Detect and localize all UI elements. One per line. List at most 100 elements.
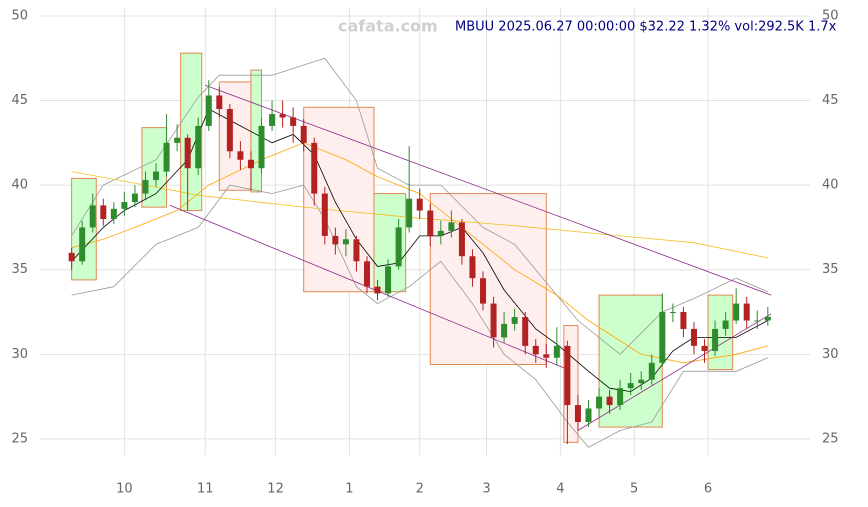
y-tick-label-right: 40 (822, 178, 839, 193)
x-tick-label: 5 (630, 482, 638, 497)
candle-body (205, 95, 212, 126)
y-tick-label: 25 (11, 431, 28, 446)
trend-line (205, 84, 772, 296)
indicator-line (71, 57, 768, 355)
x-tick-label: 3 (482, 482, 490, 497)
candle-body (247, 159, 254, 169)
y-tick-label: 40 (11, 178, 28, 193)
candle-body (458, 222, 465, 257)
candle-body (690, 328, 697, 346)
candle-body (290, 117, 297, 126)
candle-body (648, 362, 655, 380)
zone-box (180, 52, 203, 212)
candle-body (406, 198, 413, 228)
candle-body (184, 137, 191, 169)
candle-body (89, 205, 96, 228)
candle-body (269, 114, 276, 126)
candle-body (363, 261, 370, 287)
candle-body (100, 205, 107, 219)
candle-body (311, 142, 318, 194)
candle-body (121, 202, 128, 209)
candle-body (722, 320, 729, 329)
x-tick-label: 11 (197, 482, 214, 497)
candle-body (490, 303, 497, 338)
candle-body (395, 227, 402, 267)
x-tick-label: 6 (704, 482, 712, 497)
x-tick-label: 2 (416, 482, 424, 497)
candle-body (754, 320, 761, 322)
candle-body (226, 109, 233, 152)
candle-body (669, 312, 676, 314)
candle-body (701, 345, 708, 351)
candle-body (110, 208, 117, 219)
zone-box (429, 193, 547, 365)
trend-line (577, 313, 772, 431)
candle-body (163, 142, 170, 172)
candle-body (279, 114, 286, 118)
y-tick-label-right: 30 (822, 347, 839, 362)
candle-body (131, 193, 138, 203)
candle-body (237, 151, 244, 160)
candle-body (553, 345, 560, 358)
y-tick-label-right: 50 (822, 8, 839, 23)
candle-body (532, 345, 539, 355)
zone-box (598, 294, 663, 428)
candle-body (743, 303, 750, 321)
y-tick-label-right: 25 (822, 431, 839, 446)
candle-body (480, 278, 487, 304)
candle-body (501, 323, 508, 338)
candle-body (469, 256, 476, 279)
candle-body (627, 383, 634, 389)
zone-box (218, 81, 252, 191)
candle-body (342, 239, 349, 245)
candle-body (142, 180, 149, 194)
candle-body (216, 95, 223, 110)
y-tick-label: 30 (11, 347, 28, 362)
candle-body (448, 222, 455, 231)
candle-body (68, 252, 75, 262)
candle-body (374, 286, 381, 294)
candle-body (174, 137, 181, 143)
candle-body (79, 227, 86, 262)
candle-body (195, 125, 202, 169)
candle-body (764, 316, 771, 321)
candle-body (427, 210, 434, 236)
y-tick-label: 35 (11, 262, 28, 277)
candle-body (321, 193, 328, 236)
candle-body (564, 345, 571, 406)
candle-body (606, 396, 613, 406)
x-tick-label: 4 (556, 482, 564, 497)
y-tick-label-right: 35 (822, 262, 839, 277)
candle-body (712, 328, 719, 351)
candle-body (617, 388, 624, 406)
candle-body (353, 239, 360, 262)
candle-body (596, 396, 603, 409)
candle-body (153, 171, 160, 181)
candle-body (585, 408, 592, 423)
candle-body (385, 266, 392, 294)
candle-body (680, 312, 687, 329)
candle-body (511, 317, 518, 324)
candle-body (416, 198, 423, 211)
candle-body (522, 317, 529, 346)
candle-body (659, 312, 666, 363)
indicator-line (71, 184, 768, 448)
candle-body (733, 303, 740, 321)
candle-body (574, 405, 581, 423)
candle-body (258, 125, 265, 169)
candle-body (543, 354, 550, 358)
y-tick-label: 45 (11, 93, 28, 108)
candle-body (332, 235, 339, 245)
y-tick-label: 50 (11, 8, 28, 23)
zone-box (303, 106, 375, 293)
watermark: cafata.com (338, 17, 438, 36)
y-tick-label-right: 45 (822, 93, 839, 108)
x-tick-label: 1 (345, 482, 353, 497)
candle-body (638, 379, 645, 384)
candle-body (437, 230, 444, 236)
x-tick-label: 12 (267, 482, 284, 497)
chart-title: MBUU 2025.06.27 00:00:00 $32.22 1.32% vo… (455, 20, 837, 35)
candle-body (300, 125, 307, 143)
